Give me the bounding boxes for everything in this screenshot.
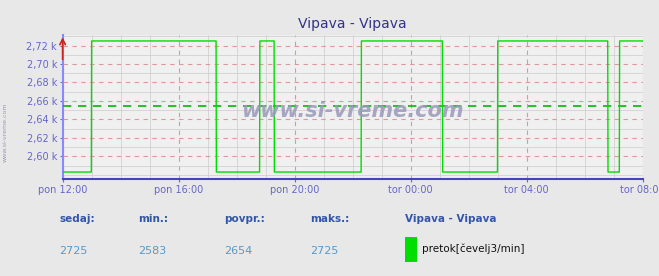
Text: maks.:: maks.: [310, 214, 349, 224]
Text: 2725: 2725 [59, 246, 88, 256]
Text: 2654: 2654 [224, 246, 252, 256]
Text: www.si-vreme.com: www.si-vreme.com [3, 103, 8, 162]
Text: Vipava - Vipava: Vipava - Vipava [405, 214, 497, 224]
Text: povpr.:: povpr.: [224, 214, 265, 224]
Text: 2583: 2583 [138, 246, 167, 256]
Text: min.:: min.: [138, 214, 169, 224]
Text: sedaj:: sedaj: [59, 214, 95, 224]
Text: 2725: 2725 [310, 246, 338, 256]
Title: Vipava - Vipava: Vipava - Vipava [299, 17, 407, 31]
Text: pretok[čevelj3/min]: pretok[čevelj3/min] [422, 243, 525, 254]
Text: www.si-vreme.com: www.si-vreme.com [241, 101, 464, 121]
